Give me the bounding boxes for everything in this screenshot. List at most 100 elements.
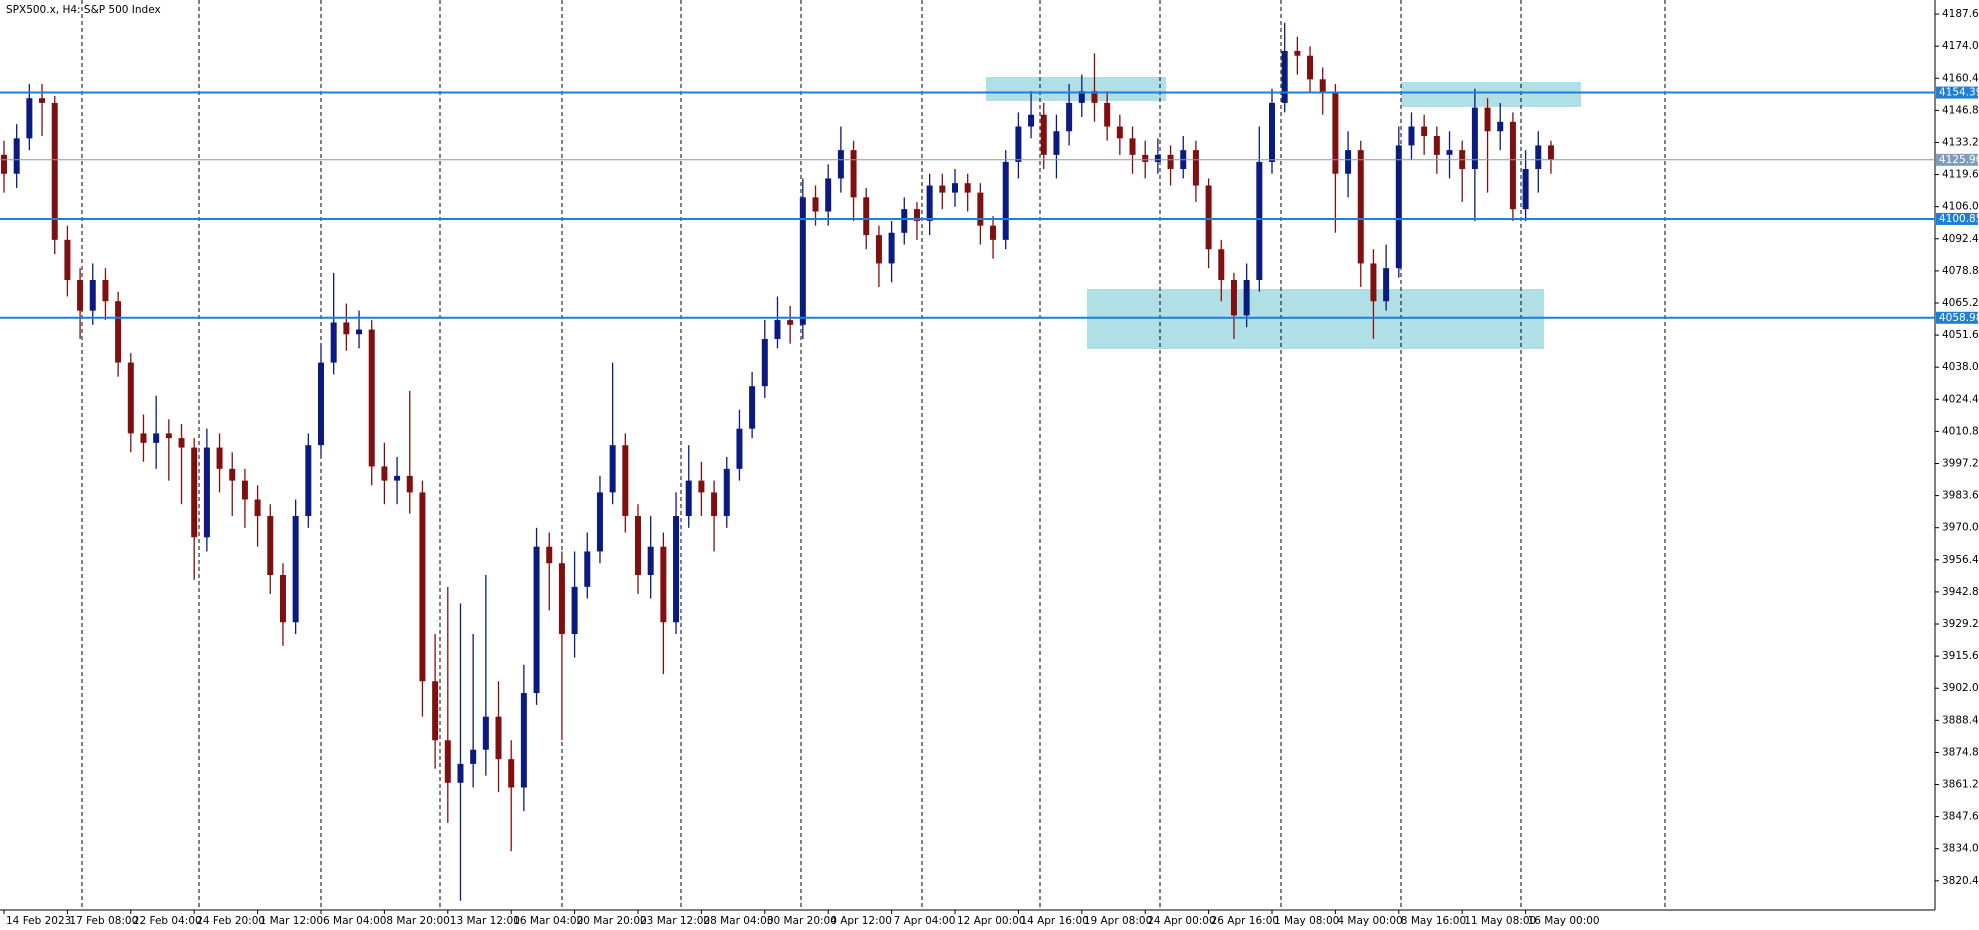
- y-tick-label: 4119.65: [1942, 169, 1979, 181]
- candle-body: [1243, 279, 1250, 316]
- x-tick-label: 28 Mar 04:00: [703, 915, 773, 927]
- candle-body: [812, 197, 819, 212]
- candle-body: [279, 575, 286, 623]
- y-tick-label: 3861.25: [1942, 779, 1979, 791]
- candle-body: [1142, 154, 1149, 162]
- candle-body: [140, 433, 147, 443]
- candle-body: [1294, 50, 1301, 56]
- candle-body: [1154, 154, 1161, 162]
- candle-body: [356, 329, 363, 335]
- candle-body: [761, 338, 768, 387]
- support-zone: [1087, 289, 1544, 349]
- candle-body: [495, 716, 502, 760]
- y-tick-label: 3997.25: [1942, 457, 1979, 469]
- candle-body: [1205, 185, 1212, 250]
- candle-body: [1357, 150, 1364, 264]
- candle-body: [127, 362, 134, 434]
- zones: [986, 77, 1581, 349]
- candle-body: [432, 681, 439, 741]
- y-tick-label: 4065.25: [1942, 297, 1979, 309]
- x-tick-label: 6 Mar 04:00: [323, 915, 386, 927]
- candle-body: [39, 98, 46, 103]
- candle-body: [1015, 126, 1022, 162]
- candle-body: [888, 232, 895, 264]
- candle-body: [13, 138, 20, 174]
- candle-body: [837, 150, 844, 179]
- candle-body: [89, 279, 96, 311]
- candle-body: [825, 178, 832, 212]
- candle-body: [571, 586, 578, 635]
- candle-body: [647, 546, 654, 576]
- y-tick-label: 3834.05: [1942, 843, 1979, 855]
- candle-body: [799, 197, 806, 325]
- candle-body: [875, 235, 882, 264]
- y-tick-label: 3929.25: [1942, 618, 1979, 630]
- candle-body: [685, 480, 692, 517]
- level-line-tag: 4154.39: [1939, 87, 1979, 99]
- candle-body: [318, 362, 324, 446]
- candle-body: [1471, 107, 1478, 170]
- x-tick-label: 16 May 00:00: [1528, 915, 1600, 927]
- candle-body: [1104, 102, 1111, 127]
- candle-body: [939, 185, 946, 193]
- candle-body: [1066, 102, 1073, 132]
- candle-body: [444, 740, 451, 783]
- y-tick-label: 3820.45: [1942, 875, 1979, 887]
- x-tick-label: 24 Feb 20:00: [196, 915, 265, 927]
- candle-body: [990, 225, 997, 240]
- candle-body: [115, 301, 122, 363]
- y-tick-label: 3888.45: [1942, 714, 1979, 726]
- candle-body: [1535, 145, 1542, 170]
- x-tick-label: 4 May 00:00: [1337, 915, 1402, 927]
- candle-body: [1269, 102, 1275, 162]
- candle-body: [1256, 161, 1263, 280]
- candle-body: [1002, 161, 1009, 240]
- candle-body: [51, 102, 58, 240]
- candle-body: [913, 209, 920, 221]
- candle-body: [368, 329, 375, 467]
- candle-body: [229, 468, 236, 481]
- x-tick-label: 13 Mar 12:00: [450, 915, 520, 927]
- candle-body: [419, 492, 426, 682]
- level-line-tag-bg: [1936, 86, 1978, 99]
- candle-body: [1408, 126, 1415, 146]
- y-tick-label: 4038.05: [1942, 361, 1979, 373]
- candle-body: [1192, 150, 1199, 186]
- candle-body: [292, 516, 299, 623]
- x-tick-label: 22 Feb 04:00: [133, 915, 202, 927]
- candle-body: [546, 546, 553, 564]
- candle-body: [77, 279, 84, 311]
- candle-body: [305, 445, 312, 517]
- y-tick-label: 4146.85: [1942, 104, 1979, 116]
- candle-body: [977, 192, 984, 226]
- candle-body: [952, 183, 958, 193]
- x-tick-label: 1 May 08:00: [1274, 915, 1339, 927]
- y-tick-label: 3915.65: [1942, 650, 1979, 662]
- candle-body: [1370, 263, 1377, 302]
- candle-body: [1230, 279, 1237, 316]
- candle-body: [596, 492, 603, 552]
- candle-body: [457, 763, 464, 783]
- candle-body: [520, 693, 527, 788]
- y-tick-label: 3874.85: [1942, 746, 1979, 758]
- candle-body: [1091, 91, 1098, 103]
- x-tick-label: 17 Feb 08:00: [69, 915, 138, 927]
- candle-body: [153, 433, 160, 443]
- resistance-zone: [986, 77, 1166, 101]
- candle-body: [1522, 169, 1529, 210]
- y-tick-label: 3847.65: [1942, 811, 1979, 823]
- candle-body: [1040, 114, 1047, 155]
- candle-body: [1078, 91, 1085, 103]
- x-tick-label: 20 Mar 20:00: [577, 915, 647, 927]
- candle-body: [1421, 126, 1428, 136]
- x-tick-label: 1 Mar 12:00: [260, 915, 323, 927]
- candle-body: [749, 386, 756, 429]
- candle-body: [165, 433, 172, 439]
- x-tick-label: 8 Mar 20:00: [386, 915, 449, 927]
- x-tick-label: 19 Apr 08:00: [1084, 915, 1152, 927]
- candle-body: [774, 320, 781, 339]
- candle-body: [1167, 154, 1174, 170]
- y-tick-label: 4078.85: [1942, 265, 1979, 277]
